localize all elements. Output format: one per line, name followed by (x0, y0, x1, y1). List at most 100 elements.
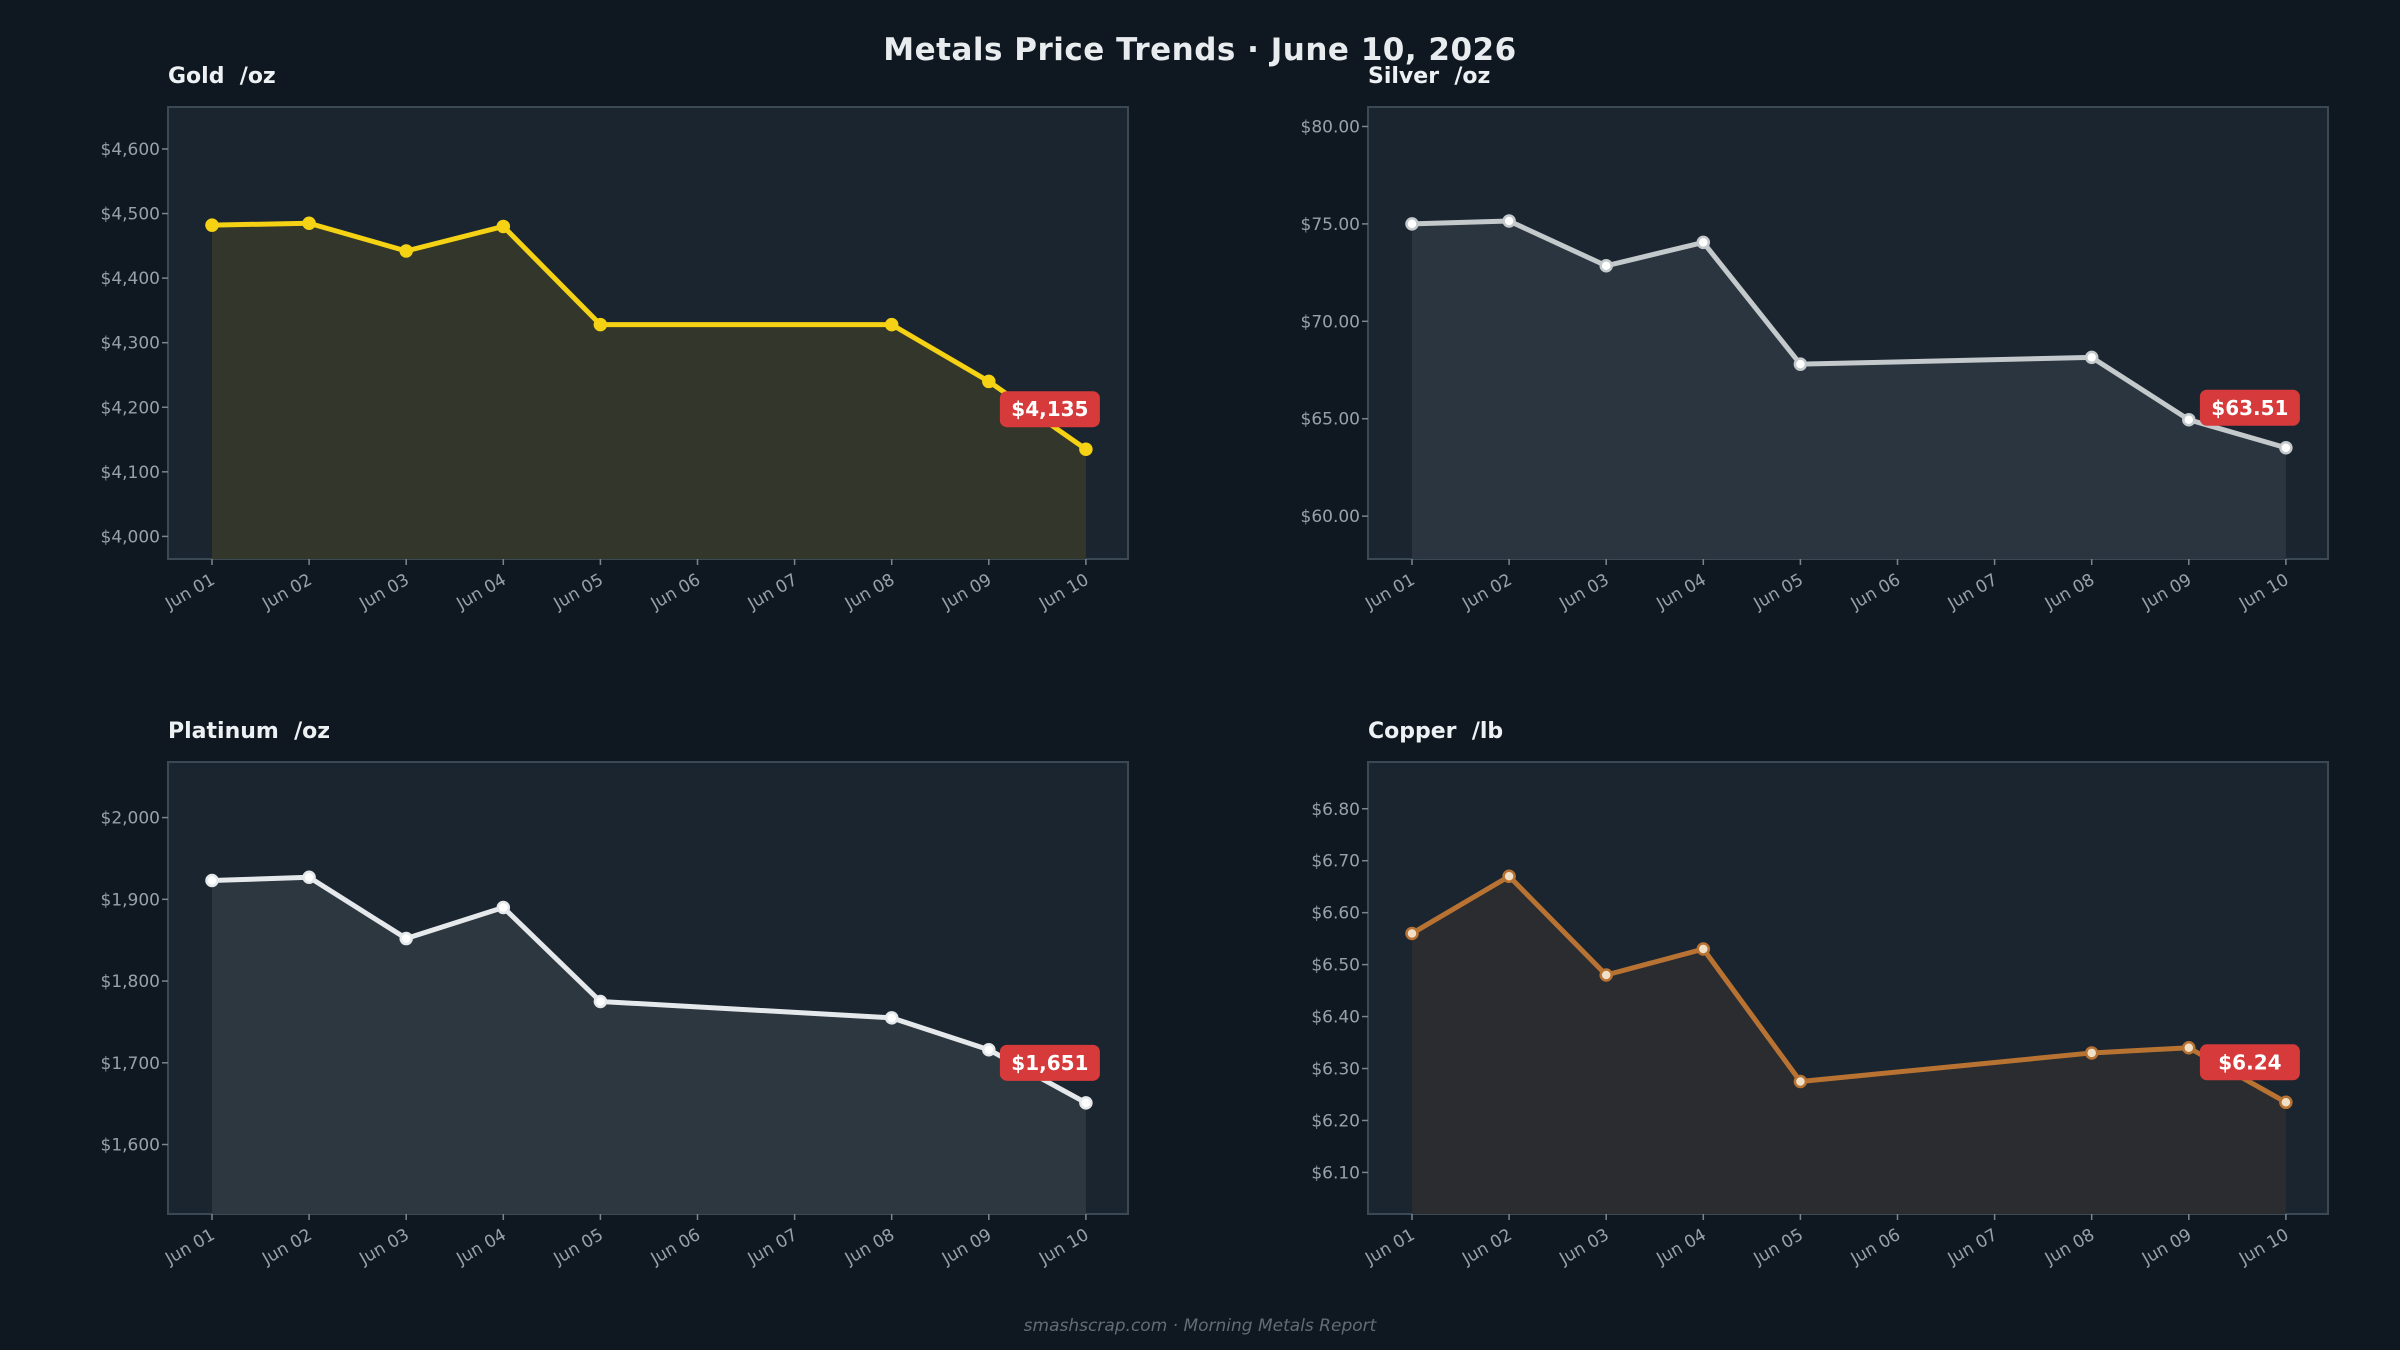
silver-data-point (1696, 235, 1711, 250)
gold-data-point (982, 374, 996, 389)
footer-credit: smashscrap.com · Morning Metals Report (1023, 1316, 1377, 1336)
platinum-data-point (399, 931, 413, 946)
silver-x-tick-label: Jun 04 (1653, 570, 1710, 615)
platinum-x-tick-label: Jun 09 (938, 1225, 995, 1270)
platinum-data-point (982, 1042, 996, 1057)
gold-latest-price-badge: $4,135 (999, 391, 1100, 428)
platinum-x-tick-label: Jun 05 (550, 1225, 607, 1270)
gold-chart-title: Gold /oz (168, 64, 276, 89)
platinum-data-point (205, 873, 219, 888)
gold-y-tick-label: $4,500 (101, 205, 160, 225)
copper-area-fill (1412, 876, 2286, 1214)
copper-latest-price-label: $6.24 (2218, 1050, 2281, 1074)
gold-data-point (1079, 442, 1093, 456)
silver-price-line (1409, 218, 2289, 451)
silver-y-tick-label: $65.00 (1301, 410, 1360, 430)
platinum-latest-price-badge: $1,651 (999, 1044, 1100, 1081)
platinum-y-tick-label: $2,000 (101, 809, 160, 829)
gold-y-tick-label: $4,400 (101, 269, 160, 289)
copper-chart: $6.10 $6.20 $6.30 $6.40 $6.50 $6.60 $6.70 $6.80… (1311, 761, 2329, 1270)
copper-y-tick-label: $6.70 (1311, 852, 1360, 872)
gold-x-tick-label: Jun 09 (938, 570, 995, 615)
gold-y-tick-label: $4,600 (101, 140, 160, 160)
platinum-data-point (884, 1011, 899, 1025)
platinum-y-tick-label: $1,900 (101, 890, 160, 910)
gold-x-tick-label: Jun 02 (258, 570, 315, 615)
gold-data-point (399, 244, 413, 258)
page-title: Metals Price Trends · June 10, 2026 (883, 32, 1517, 68)
silver-x-tick-label: Jun 06 (1847, 570, 1904, 615)
silver-y-tick-label: $75.00 (1301, 215, 1360, 235)
gold-x-tick-label: Jun 03 (355, 570, 412, 615)
gold-price-line (209, 220, 1089, 452)
copper-x-tick-label: Jun 07 (1944, 1225, 2001, 1270)
silver-badge-background (2199, 389, 2300, 426)
platinum-x-tick-label: Jun 07 (744, 1225, 801, 1270)
silver-y-tick-label: $80.00 (1301, 117, 1360, 137)
copper-x-tick-label: Jun 06 (1847, 1225, 1904, 1270)
gold-data-point (884, 317, 899, 332)
silver-x-tick-label: Jun 05 (1750, 570, 1807, 615)
silver-data-point (2279, 441, 2293, 455)
copper-price-line (1409, 873, 2289, 1105)
copper-data-point (1793, 1074, 1808, 1089)
platinum-x-tick-label: Jun 04 (453, 1225, 510, 1270)
copper-data-point (1502, 869, 1516, 884)
copper-chart-title: Copper /lb (1368, 719, 1504, 744)
copper-data-point (2182, 1040, 2196, 1055)
gold-x-tick-label: Jun 06 (647, 570, 704, 615)
copper-latest-price-badge: $6.24 (2199, 1044, 2300, 1081)
silver-latest-price-label: $63.51 (2211, 396, 2288, 420)
gold-chart: $4,000 $4,100 $4,200 $4,300 $4,400 $4,500 $4,6… (101, 106, 1129, 615)
silver-data-point (1793, 357, 1808, 371)
silver-chart-title: Silver /oz (1368, 64, 1491, 89)
silver-x-tick-label: Jun 03 (1555, 570, 1612, 615)
gold-y-tick-label: $4,100 (101, 463, 160, 483)
copper-data-point (1599, 968, 1613, 982)
gold-x-tick-label: Jun 07 (744, 570, 801, 615)
copper-x-tick-label: Jun 05 (1750, 1225, 1807, 1270)
gold-data-point (593, 317, 608, 332)
platinum-y-tick-label: $1,800 (101, 972, 160, 992)
gold-data-point (496, 219, 511, 234)
gold-latest-price-label: $4,135 (1011, 397, 1088, 421)
platinum-data-point (593, 994, 608, 1009)
platinum-x-tick-label: Jun 10 (1035, 1225, 1092, 1270)
gold-y-tick-label: $4,000 (101, 527, 160, 547)
gold-data-point (205, 218, 219, 232)
copper-data-point (2279, 1095, 2293, 1110)
copper-x-tick-label: Jun 10 (2235, 1225, 2292, 1270)
platinum-chart-title: Platinum /oz (168, 719, 331, 744)
copper-data-point (2084, 1046, 2099, 1060)
gold-area-fill (212, 223, 1086, 559)
copper-x-tick-label: Jun 09 (2138, 1225, 2195, 1270)
silver-x-tick-label: Jun 01 (1361, 570, 1418, 615)
copper-data-point (1405, 926, 1419, 941)
platinum-chart: $1,600 $1,700 $1,800 $1,900 $2,000 Jun 01 Jun … (101, 761, 1129, 1270)
silver-x-tick-label: Jun 09 (2138, 570, 2195, 615)
copper-x-tick-label: Jun 04 (1653, 1225, 1710, 1270)
platinum-y-tick-label: $1,700 (101, 1054, 160, 1074)
platinum-price-line (209, 874, 1089, 1106)
gold-badge-background (999, 391, 1100, 428)
platinum-y-tick-label: $1,600 (101, 1136, 160, 1156)
silver-data-point (2084, 350, 2099, 365)
silver-area-fill (1412, 220, 2286, 560)
gold-x-tick-label: Jun 01 (161, 570, 218, 615)
copper-y-tick-label: $6.20 (1311, 1111, 1360, 1131)
copper-y-tick-label: $6.50 (1311, 956, 1360, 976)
gold-y-tick-label: $4,300 (101, 334, 160, 354)
platinum-data-point (302, 870, 316, 884)
silver-data-point (1502, 214, 1516, 228)
gold-y-tick-label: $4,200 (101, 398, 160, 418)
gold-x-tick-label: Jun 10 (1035, 570, 1092, 615)
silver-latest-price-badge: $63.51 (2199, 389, 2300, 426)
platinum-x-tick-label: Jun 06 (647, 1225, 704, 1270)
silver-y-tick-label: $60.00 (1301, 507, 1360, 527)
copper-y-tick-label: $6.10 (1311, 1163, 1360, 1183)
silver-chart: $60.00 $65.00 $70.00 $75.00 $80.00 Jun 01 Jun … (1301, 106, 2329, 615)
silver-data-point (2182, 412, 2196, 427)
platinum-x-tick-label: Jun 01 (161, 1225, 218, 1270)
copper-y-tick-label: $6.60 (1311, 904, 1360, 924)
